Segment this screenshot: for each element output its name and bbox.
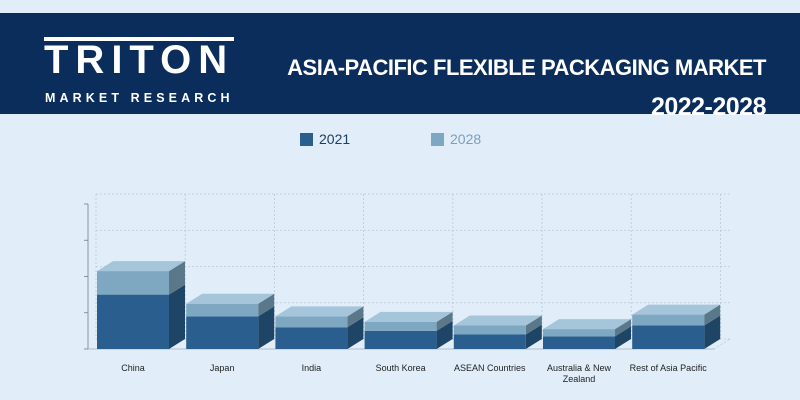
bar-2028-front bbox=[97, 271, 169, 295]
bar-2028-front bbox=[186, 303, 259, 317]
bar-2028-front bbox=[364, 321, 437, 331]
logo-bar bbox=[44, 37, 234, 41]
legend-item-2021: 2021 bbox=[300, 131, 350, 147]
triton-logo: TRITON MARKET RESEARCH bbox=[44, 35, 244, 105]
x-tick-label: Australia & New Zealand bbox=[546, 363, 612, 384]
bar-2021-side bbox=[525, 324, 542, 349]
x-tick-label: ASEAN Countries bbox=[454, 363, 526, 373]
legend-item-2028: 2028 bbox=[431, 131, 481, 147]
chart-bars bbox=[97, 261, 721, 349]
legend-label-2028: 2028 bbox=[450, 131, 482, 147]
logo-subtitle: MARKET RESEARCH bbox=[45, 91, 234, 105]
bar-2028-top bbox=[453, 315, 542, 326]
bar-2028-side bbox=[258, 293, 275, 317]
x-tick-label: Rest of Asia Pacific bbox=[629, 363, 707, 373]
bar-2028-side bbox=[615, 319, 631, 337]
bar-2021-front bbox=[186, 316, 259, 349]
legend-swatch-2021 bbox=[300, 132, 313, 146]
bar-2021-front bbox=[453, 334, 526, 349]
report-years: 2022-2028 bbox=[650, 93, 767, 121]
bar-2021-side bbox=[704, 315, 721, 349]
bar-2021-side bbox=[258, 306, 275, 349]
bar-2021-front bbox=[364, 330, 437, 349]
bar-2028-front bbox=[453, 325, 526, 335]
x-tick-label: India bbox=[301, 363, 322, 373]
bar-2028-top bbox=[364, 311, 453, 322]
bar-2021-side bbox=[615, 326, 631, 349]
floor-edge bbox=[713, 338, 731, 350]
bar-2021-side bbox=[436, 320, 453, 349]
bar-2028-top bbox=[632, 304, 721, 315]
x-tick-label: Japan bbox=[209, 363, 235, 373]
bar-2028-top bbox=[97, 261, 185, 272]
x-tick-label: South Korea bbox=[375, 363, 426, 373]
bar-2028-front bbox=[275, 316, 348, 328]
bar-2028-top bbox=[543, 319, 631, 330]
bar-2028-top bbox=[186, 293, 275, 304]
bar-2021-front bbox=[543, 336, 615, 349]
bar-2028-side bbox=[525, 315, 542, 335]
bar-2021-front bbox=[632, 325, 705, 349]
bar-2021-side bbox=[169, 284, 185, 349]
bar-2021-front bbox=[275, 327, 348, 349]
header-banner: TRITON MARKET RESEARCH ASIA-PACIFIC FLEX… bbox=[0, 13, 800, 121]
bar-2028-side bbox=[436, 311, 453, 331]
bar-2028-front bbox=[543, 329, 615, 337]
logo-word: TRITON bbox=[44, 38, 235, 82]
legend-swatch-2028 bbox=[431, 132, 444, 146]
x-tick-label: China bbox=[121, 363, 145, 373]
bar-2021-front bbox=[97, 294, 169, 349]
bar-2021-side bbox=[347, 317, 364, 349]
bar-2028-top bbox=[275, 306, 364, 317]
report-title: ASIA-PACIFIC FLEXIBLE PACKAGING MARKET bbox=[287, 55, 766, 80]
bar-2028-side bbox=[347, 306, 364, 328]
bar-2028-side bbox=[704, 304, 721, 326]
bar-2028-side bbox=[169, 261, 185, 295]
chart-legend: 2021 2028 bbox=[300, 131, 560, 151]
bar-2028-front bbox=[632, 314, 705, 326]
legend-label-2021: 2021 bbox=[319, 131, 351, 147]
